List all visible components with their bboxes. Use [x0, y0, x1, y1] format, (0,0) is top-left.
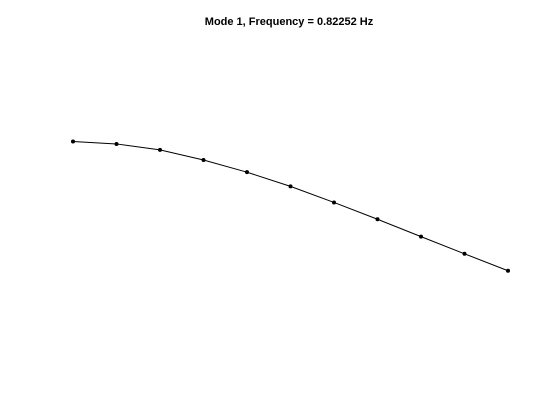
plot-area — [71, 139, 510, 273]
node-point-6 — [332, 200, 336, 205]
chart-title: Mode 1, Frequency = 0.82252 Hz — [205, 16, 374, 28]
node-point-4 — [245, 170, 249, 175]
node-point-2 — [158, 147, 162, 152]
node-point-0 — [71, 139, 75, 144]
node-point-3 — [201, 158, 206, 162]
node-point-1 — [114, 141, 119, 146]
node-point-8 — [419, 234, 423, 239]
node-point-7 — [375, 217, 380, 222]
node-point-9 — [462, 251, 467, 256]
node-point-5 — [288, 184, 293, 189]
node-point-10 — [506, 268, 510, 273]
